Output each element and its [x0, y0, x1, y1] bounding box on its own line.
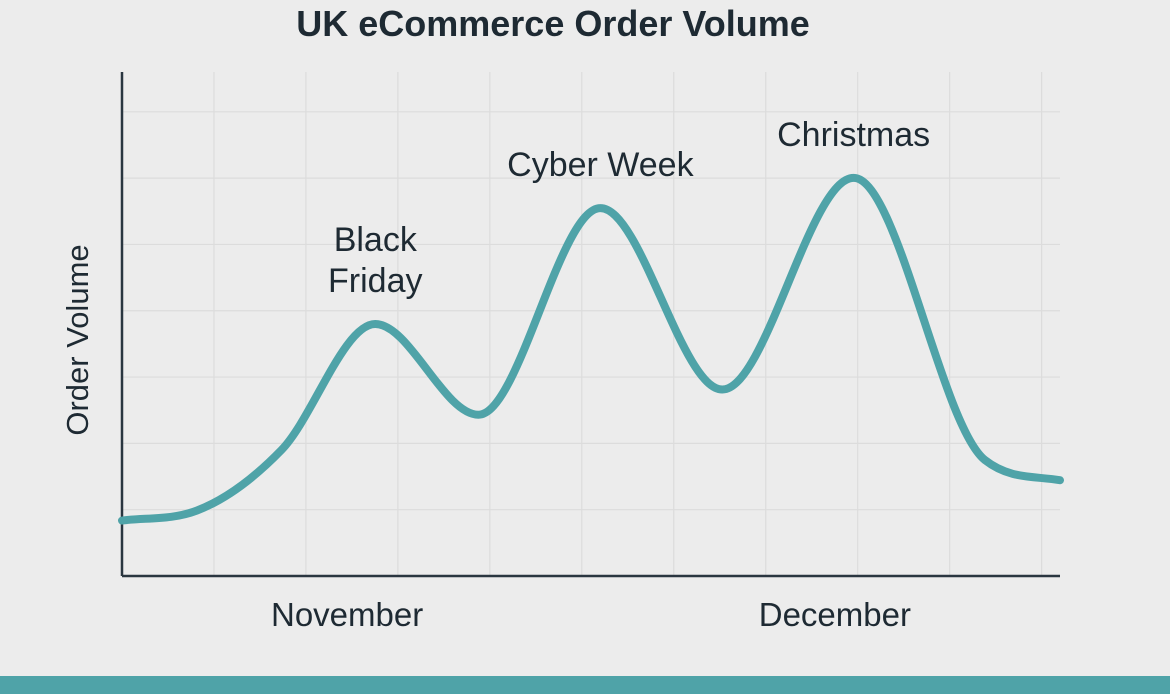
y-axis-label: Order Volume: [60, 244, 95, 435]
chart: UK eCommerce Order Volume Order Volume N…: [60, 3, 1064, 633]
peak-annotation: Black Friday: [328, 221, 422, 300]
bottom-accent-bar: [0, 676, 1170, 694]
x-tick-label: December: [759, 596, 911, 633]
peak-annotation: Cyber Week: [507, 146, 694, 184]
axes: [120, 72, 1060, 578]
annotation-layer: Black Friday Cyber Week Christmas: [328, 116, 930, 300]
series-layer: [118, 173, 1064, 525]
peak-annotation: Christmas: [777, 116, 930, 154]
x-tick-label: November: [271, 596, 423, 633]
x-tick-labels: November December: [271, 596, 911, 633]
chart-title: UK eCommerce Order Volume: [296, 3, 810, 44]
series-line: [118, 173, 1064, 525]
